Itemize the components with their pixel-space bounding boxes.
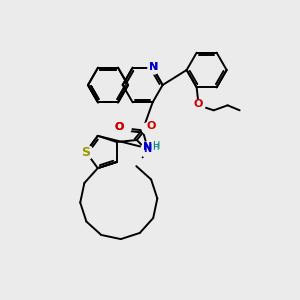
- Text: H: H: [153, 141, 160, 151]
- Text: O: O: [146, 121, 155, 131]
- Text: H: H: [153, 142, 159, 152]
- Text: O: O: [115, 122, 124, 132]
- Text: N: N: [143, 142, 152, 152]
- Text: N: N: [149, 62, 158, 72]
- Text: N: N: [149, 62, 158, 72]
- Text: S: S: [82, 146, 91, 158]
- Text: O: O: [194, 99, 203, 109]
- Text: N: N: [143, 144, 151, 154]
- Text: O: O: [115, 122, 124, 132]
